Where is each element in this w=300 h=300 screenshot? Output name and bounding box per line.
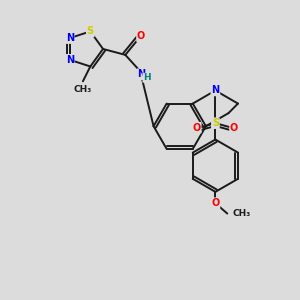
Text: O: O (211, 198, 220, 208)
Text: CH₃: CH₃ (74, 85, 92, 94)
Text: N: N (211, 85, 220, 95)
Text: H: H (143, 73, 151, 82)
Text: S: S (87, 26, 94, 36)
Text: O: O (230, 123, 238, 133)
Text: S: S (212, 118, 219, 128)
Text: O: O (193, 123, 201, 133)
Text: O: O (137, 31, 145, 41)
Text: CH₃: CH₃ (232, 209, 251, 218)
Text: N: N (66, 55, 74, 65)
Text: N: N (138, 69, 146, 79)
Text: N: N (66, 33, 74, 43)
